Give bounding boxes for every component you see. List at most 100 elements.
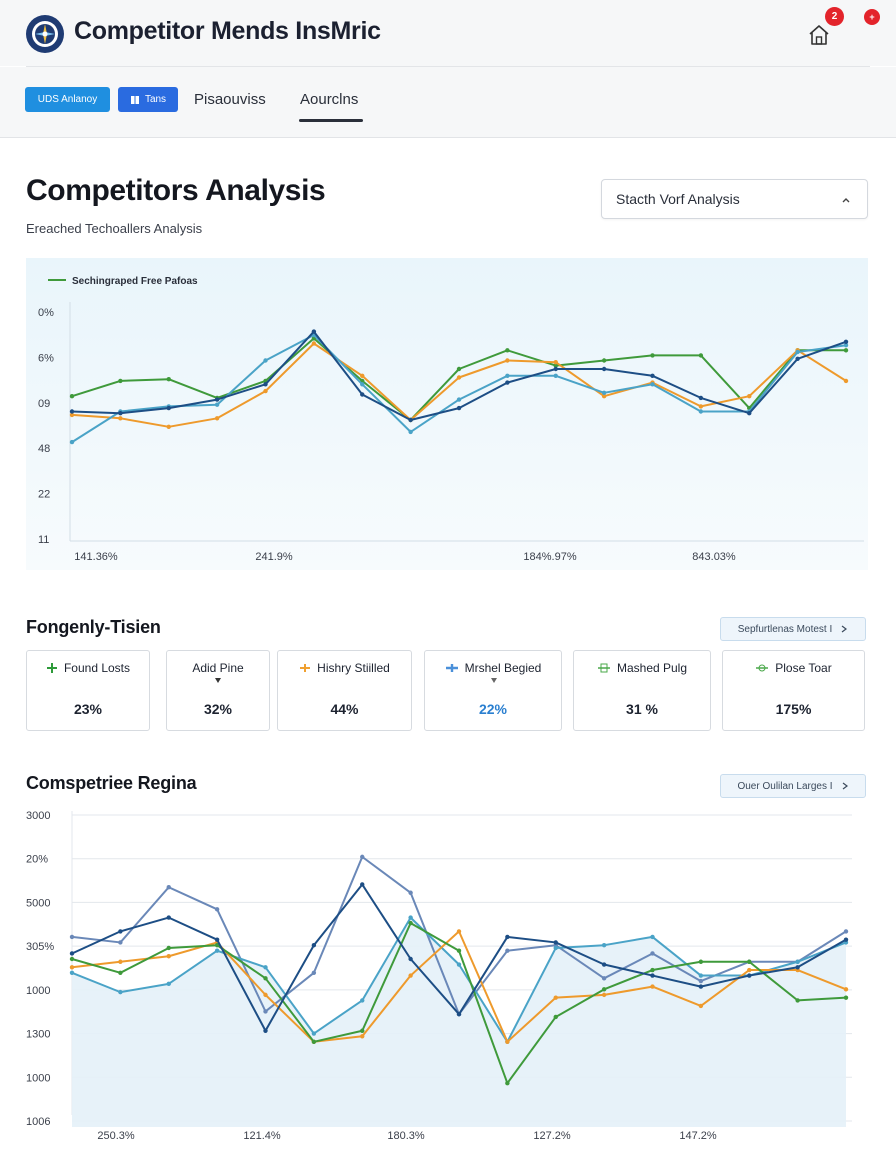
data-point-green [553, 363, 558, 368]
data-point-green [166, 945, 171, 951]
data-point-navy [118, 411, 123, 416]
data-point-green [263, 976, 268, 981]
data-point-slate [843, 929, 849, 934]
nav-link-1[interactable]: Pisaouviss [194, 91, 266, 108]
data-point-orange [263, 388, 268, 394]
plus-icon [46, 663, 57, 673]
data-point-green [456, 366, 462, 372]
home-button[interactable] [804, 20, 834, 50]
y-tick-label: 11 [38, 534, 49, 546]
metric-card-4[interactable]: Mrshel Begied 22% [424, 650, 562, 731]
y-tick-label: 09 [38, 398, 50, 410]
data-point-navy [69, 951, 75, 956]
data-point-navy [118, 929, 123, 934]
data-point-green [601, 358, 607, 363]
data-point-slate [166, 885, 171, 890]
data-point-orange [505, 358, 510, 363]
metric-card-3[interactable]: Hishry Stiilled 44% [277, 650, 412, 731]
region-detail-link[interactable]: Ouer Oulilan Larges I [720, 774, 866, 798]
data-point-lightblue [795, 959, 800, 964]
data-point-navy [843, 937, 849, 942]
metric-value: 44% [330, 701, 359, 717]
y-tick-label: 20% [26, 854, 48, 866]
data-point-lightblue [650, 382, 655, 387]
region-link-label: Ouer Oulilan Larges I [737, 780, 833, 792]
data-point-orange [166, 954, 171, 959]
nav-bar: UDS Anlanoy Tans Pisaouviss Aourclns [0, 67, 896, 138]
data-point-orange [698, 1003, 704, 1009]
data-point-green [69, 956, 75, 962]
data-point-lightblue [408, 915, 413, 920]
data-point-lightblue [843, 343, 849, 348]
alert-badge[interactable]: + [864, 9, 880, 25]
data-point-navy [698, 984, 704, 989]
notification-badge[interactable]: 2 [825, 7, 844, 26]
book-icon [130, 95, 139, 104]
app-title: Competitor Mends InsMric [74, 17, 381, 45]
metric-card-5[interactable]: Mashed Pulg 31 % [573, 650, 711, 731]
region-line-chart: 3000 20% 5000 305% 1000 1300 1000 1006 250.3% 121… [26, 805, 870, 1145]
x-tick-label: 241.9% [255, 551, 293, 563]
data-point-orange [747, 967, 752, 973]
data-point-navy [263, 1028, 268, 1033]
data-point-navy [214, 397, 220, 402]
header-divider [26, 66, 870, 67]
data-point-orange [408, 973, 413, 978]
data-point-orange [553, 995, 558, 1000]
data-point-navy [360, 882, 365, 887]
data-point-orange [650, 984, 655, 989]
metric-value: 175% [775, 701, 812, 717]
x-tick-label: 147.2% [679, 1130, 717, 1142]
data-point-lightblue [553, 945, 558, 951]
data-point-slate [698, 978, 704, 984]
data-point-green [118, 378, 123, 384]
y-tick-label: 6% [38, 352, 54, 364]
data-point-slate [118, 940, 123, 945]
data-point-lightblue [360, 998, 365, 1003]
data-point-navy [263, 382, 268, 387]
data-point-lightblue [601, 390, 607, 395]
data-point-navy [795, 965, 800, 970]
app-logo[interactable] [26, 15, 64, 53]
metric-card-6[interactable]: Plose Toar 175% [722, 650, 865, 731]
data-point-navy [360, 392, 365, 397]
data-point-lightblue [408, 429, 413, 435]
competitors-line-chart: Sechingraped Free Pafoas 0% 6% 09 48 22 11 141… [26, 258, 868, 570]
home-icon [809, 25, 829, 45]
data-point-navy [650, 373, 655, 378]
x-tick-label: 184%.97% [523, 551, 576, 563]
compass-logo-icon [32, 21, 58, 47]
plus-icon [445, 664, 458, 672]
data-point-slate [214, 907, 220, 912]
top-bar: Competitor Mends InsMric 2 + [0, 0, 896, 66]
filter-chip-2[interactable]: Tans [118, 87, 178, 112]
data-point-lightblue [650, 934, 655, 940]
y-tick-label: 1006 [26, 1116, 50, 1128]
data-point-green [311, 1039, 317, 1044]
y-tick-label: 1000 [26, 1072, 50, 1084]
data-point-green [118, 970, 123, 975]
data-point-navy [843, 339, 849, 344]
data-point-navy [456, 1012, 462, 1017]
metric-label: Plose Toar [775, 661, 832, 675]
analysis-dropdown[interactable]: Stacth Vorf Analysis [601, 179, 868, 219]
page-subtitle: Ereached Techoallers Analysis [26, 221, 203, 236]
data-point-green [408, 920, 413, 926]
data-point-green [650, 967, 655, 973]
data-point-lightblue [360, 382, 365, 387]
data-point-navy [747, 973, 752, 978]
nav-link-2[interactable]: Aourclns [300, 91, 359, 108]
data-point-green [553, 1014, 558, 1020]
data-point-lightblue [698, 409, 704, 414]
data-point-green [650, 353, 655, 358]
y-tick-label: 5000 [26, 897, 50, 909]
metrics-detail-link[interactable]: Sepfurtlenas Motest I [720, 617, 866, 641]
data-point-orange [843, 987, 849, 992]
filter-chip-1[interactable]: UDS Anlanoy [25, 87, 110, 112]
metrics-section-title: Fongenly-Tisien [26, 617, 161, 637]
metric-card-1[interactable]: Found Losts 23% [26, 650, 150, 731]
data-point-green [698, 353, 704, 358]
x-tick-label: 180.3% [387, 1130, 425, 1142]
metric-card-2[interactable]: Adid Pine 32% [166, 650, 270, 731]
data-point-orange [601, 394, 607, 399]
